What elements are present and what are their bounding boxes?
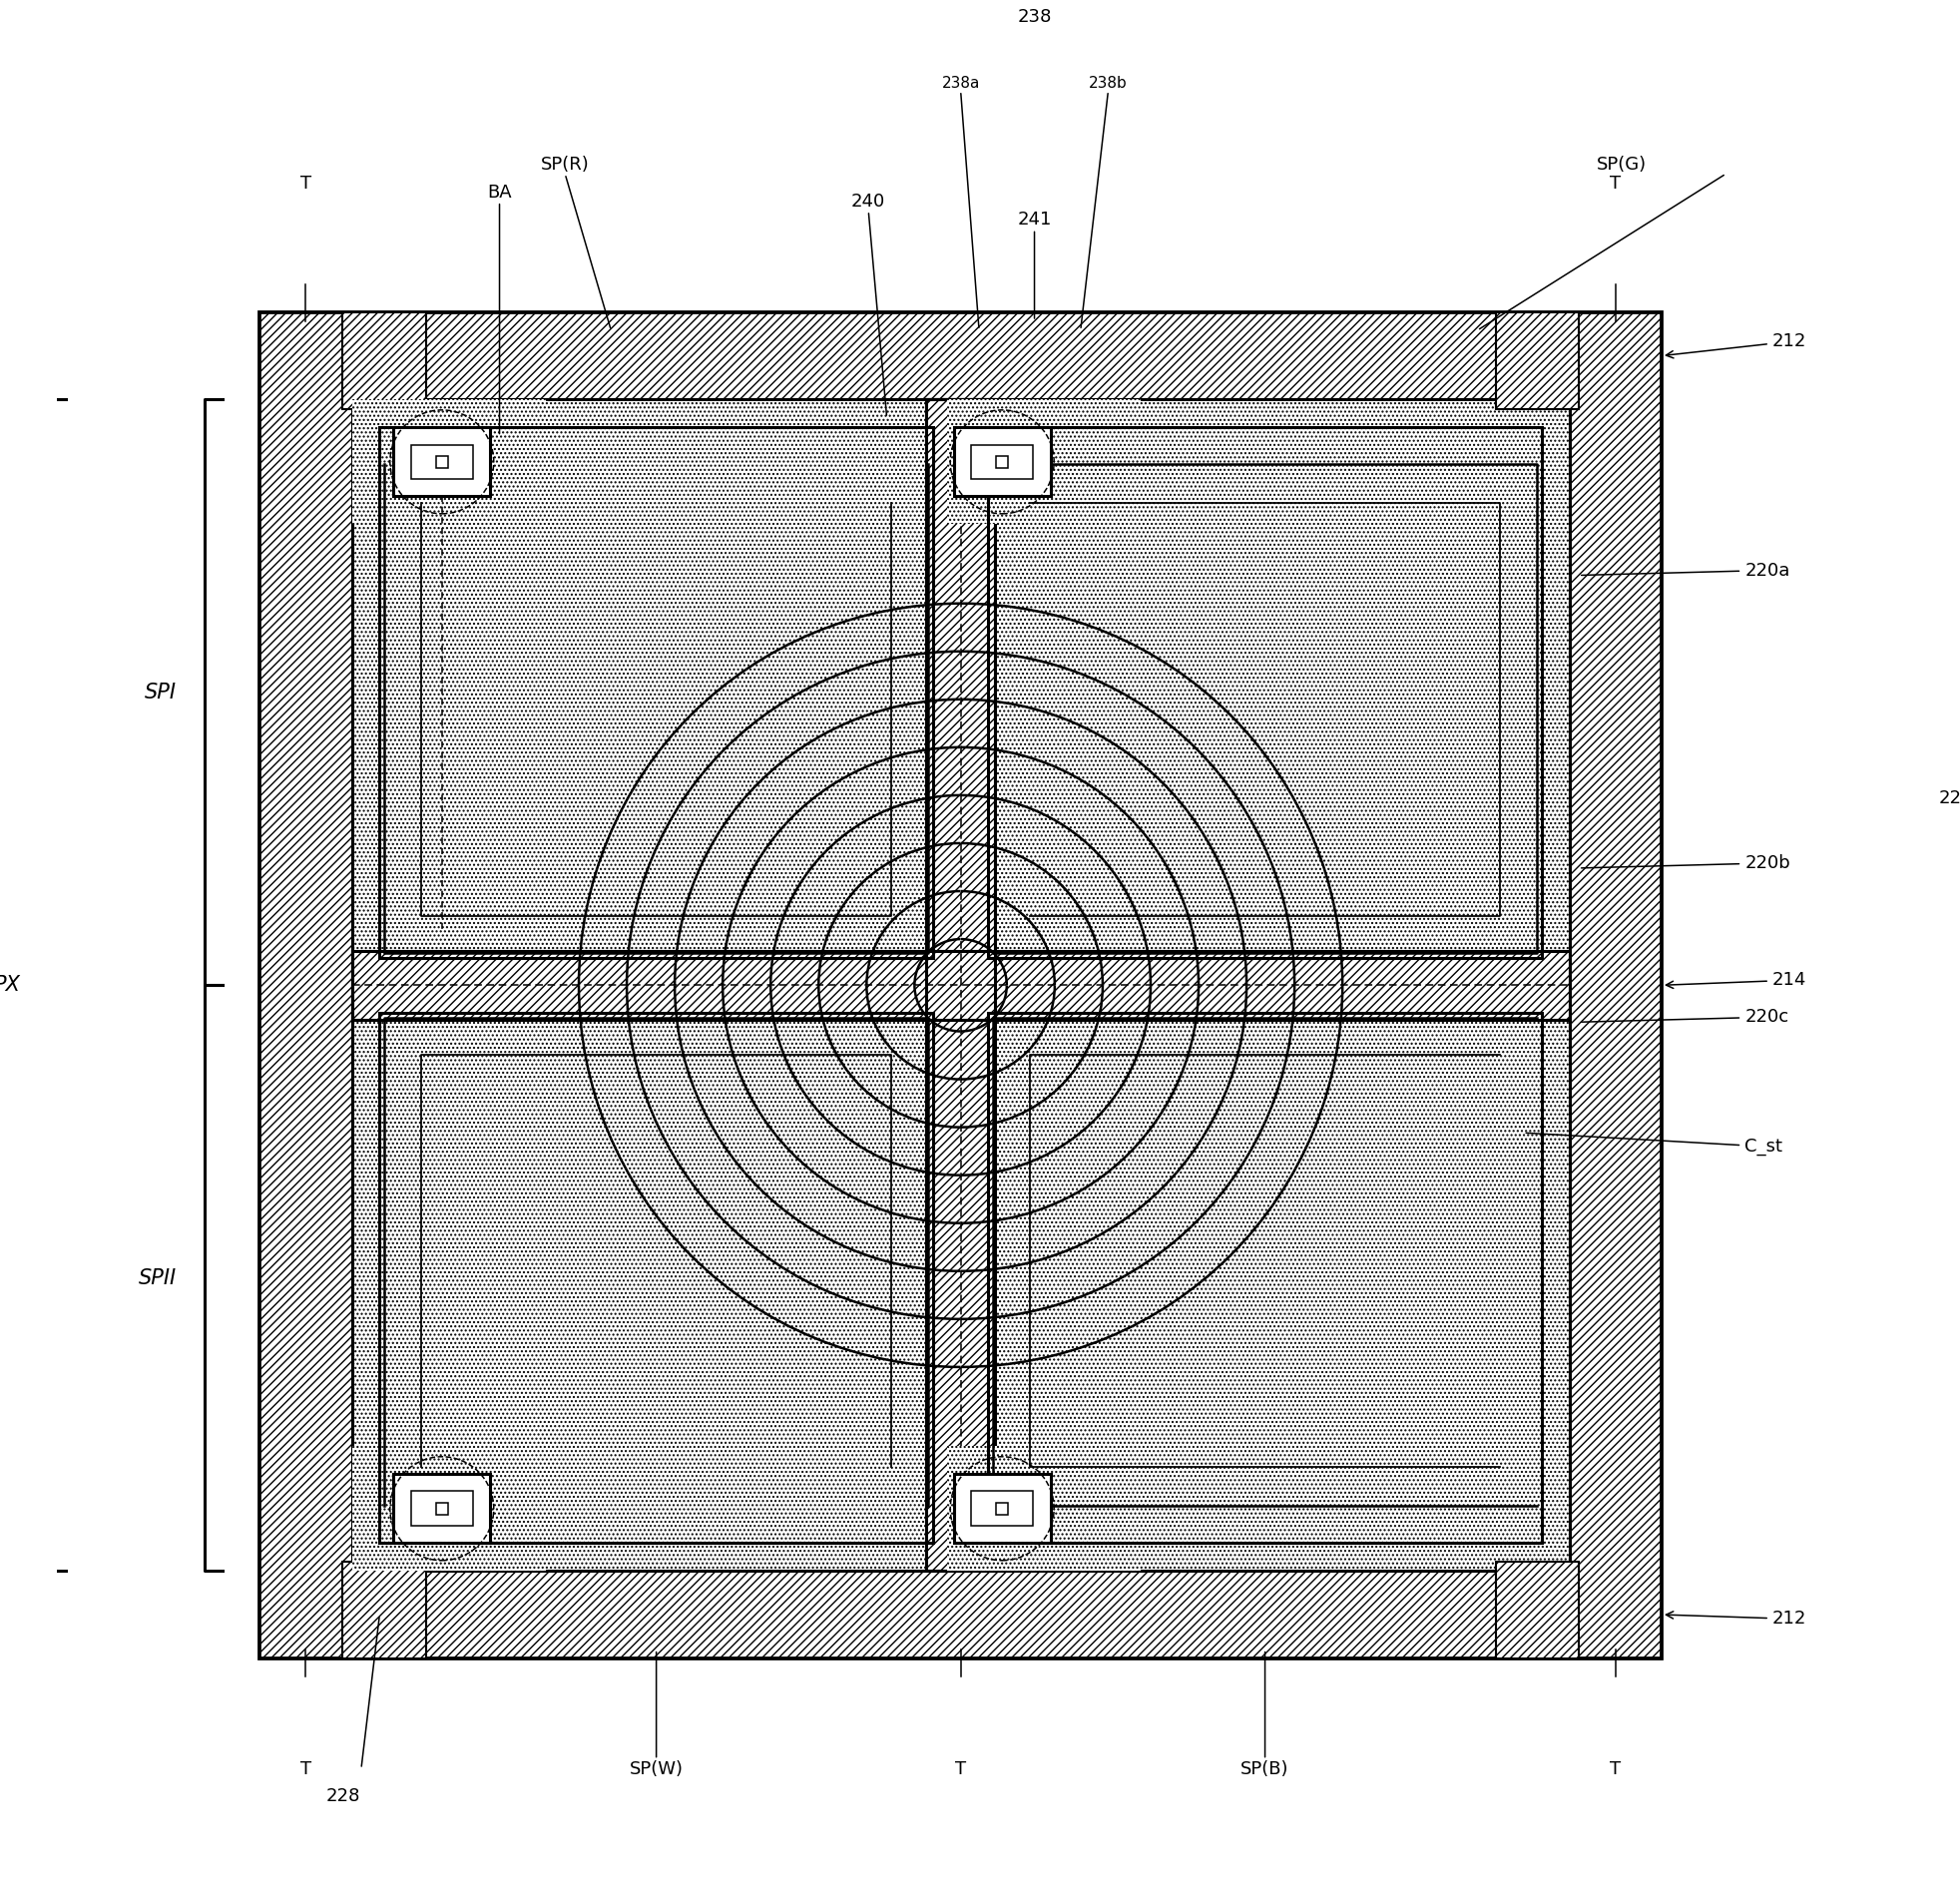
Text: T: T: [300, 173, 312, 192]
Bar: [353, 400, 545, 524]
Text: 212: 212: [1666, 332, 1807, 358]
Bar: [353, 400, 1570, 1570]
Bar: [1570, 313, 1662, 1659]
Bar: [960, 986, 1570, 1570]
Bar: [380, 428, 933, 958]
Bar: [970, 1491, 1033, 1525]
Bar: [925, 400, 996, 1570]
Bar: [353, 986, 960, 1570]
Text: 220c: 220c: [1582, 1008, 1789, 1025]
Bar: [435, 456, 449, 467]
Text: T: T: [1609, 1761, 1621, 1778]
Text: SPI: SPI: [145, 682, 176, 703]
Bar: [960, 400, 1570, 986]
Text: T: T: [955, 1761, 966, 1778]
Bar: [380, 1012, 933, 1544]
Bar: [394, 1474, 490, 1544]
Text: 241: 241: [1017, 211, 1053, 228]
Text: 220a: 220a: [1582, 562, 1789, 579]
Text: 228: 228: [325, 1787, 361, 1806]
Bar: [955, 1474, 1051, 1544]
Text: C_st: C_st: [1527, 1133, 1782, 1156]
Bar: [1495, 313, 1578, 409]
Bar: [955, 428, 1051, 496]
Text: 220: 220: [1938, 790, 1960, 807]
Text: PX: PX: [0, 975, 20, 995]
Bar: [988, 1012, 1543, 1544]
Bar: [996, 456, 1007, 467]
Text: BA: BA: [488, 183, 512, 202]
Text: 214: 214: [1666, 971, 1807, 990]
Bar: [353, 1446, 545, 1570]
Bar: [988, 428, 1543, 958]
Text: SP(W): SP(W): [629, 1761, 684, 1778]
Bar: [353, 950, 1570, 1020]
Bar: [261, 1570, 1662, 1659]
Bar: [412, 1491, 472, 1525]
Text: 238: 238: [1017, 8, 1053, 26]
Bar: [261, 313, 1662, 400]
Bar: [353, 400, 960, 986]
Text: 238a: 238a: [941, 75, 980, 90]
Text: T: T: [300, 1761, 312, 1778]
Text: SP(B): SP(B): [1241, 1761, 1290, 1778]
Text: T: T: [1609, 173, 1621, 192]
Text: SPII: SPII: [139, 1269, 176, 1287]
Bar: [394, 428, 490, 496]
Bar: [996, 1502, 1007, 1516]
Bar: [925, 400, 996, 1570]
Bar: [261, 313, 1662, 1659]
Text: 238b: 238b: [1090, 75, 1127, 90]
Bar: [435, 1502, 449, 1516]
Bar: [947, 400, 1141, 524]
Bar: [343, 313, 425, 409]
Bar: [1495, 1561, 1578, 1659]
Bar: [261, 313, 353, 1659]
Bar: [343, 1561, 425, 1659]
Bar: [353, 950, 1570, 1020]
Text: 212: 212: [1666, 1610, 1807, 1629]
Bar: [412, 445, 472, 479]
Bar: [970, 445, 1033, 479]
Text: 220b: 220b: [1582, 854, 1789, 873]
Text: SP(R): SP(R): [541, 156, 590, 173]
Text: SP(G): SP(G): [1597, 156, 1646, 173]
Text: 240: 240: [851, 192, 886, 211]
Bar: [947, 1446, 1141, 1570]
